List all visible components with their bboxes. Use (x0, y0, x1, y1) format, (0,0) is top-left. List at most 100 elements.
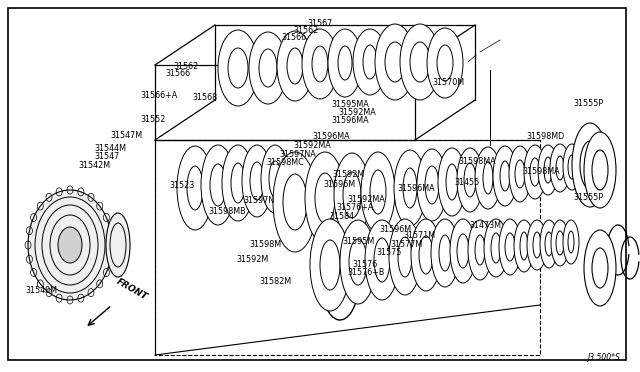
Text: 31598MC: 31598MC (266, 158, 303, 167)
Text: 31566: 31566 (165, 69, 191, 78)
Text: 31473M: 31473M (469, 221, 501, 230)
Ellipse shape (515, 160, 525, 188)
Text: 31598MA: 31598MA (522, 167, 559, 176)
Ellipse shape (592, 150, 608, 190)
Text: 31592M: 31592M (333, 170, 365, 179)
Ellipse shape (427, 28, 463, 98)
Text: 31542M: 31542M (79, 161, 111, 170)
Bar (155, 140, 540, 355)
Ellipse shape (509, 146, 531, 202)
Text: 31597NA: 31597NA (279, 150, 316, 159)
Text: 31596M: 31596M (323, 180, 355, 189)
Ellipse shape (417, 149, 447, 221)
Text: 31562: 31562 (293, 26, 319, 35)
Ellipse shape (538, 145, 558, 195)
Ellipse shape (551, 220, 569, 266)
Ellipse shape (568, 231, 574, 253)
Ellipse shape (563, 220, 579, 264)
Text: 31567: 31567 (307, 19, 333, 28)
Ellipse shape (505, 233, 515, 261)
Ellipse shape (363, 45, 377, 79)
Ellipse shape (328, 29, 362, 97)
Ellipse shape (277, 31, 313, 101)
Ellipse shape (580, 141, 600, 189)
Ellipse shape (544, 157, 552, 183)
Ellipse shape (400, 24, 440, 100)
Text: 31576+B: 31576+B (348, 268, 385, 277)
Ellipse shape (550, 144, 570, 192)
Text: 31575: 31575 (376, 248, 402, 257)
Ellipse shape (58, 227, 82, 263)
Ellipse shape (533, 232, 541, 258)
Ellipse shape (177, 146, 213, 230)
Ellipse shape (320, 240, 340, 290)
Ellipse shape (438, 148, 466, 216)
Ellipse shape (250, 162, 264, 200)
Text: 31598MB: 31598MB (209, 207, 246, 216)
Ellipse shape (514, 220, 534, 272)
Text: 31597N: 31597N (244, 196, 275, 205)
Ellipse shape (389, 219, 421, 295)
Ellipse shape (349, 239, 367, 285)
Ellipse shape (287, 48, 303, 84)
Text: 31555P: 31555P (573, 193, 604, 202)
Ellipse shape (302, 29, 338, 99)
Ellipse shape (343, 172, 361, 218)
Text: 31592MA: 31592MA (294, 141, 331, 150)
Ellipse shape (464, 163, 476, 197)
Text: J3 500*S: J3 500*S (587, 353, 620, 362)
Ellipse shape (437, 45, 453, 81)
Ellipse shape (312, 46, 328, 82)
Text: 31568: 31568 (192, 93, 218, 102)
Ellipse shape (365, 220, 399, 300)
Ellipse shape (493, 146, 517, 206)
Text: 31566: 31566 (282, 33, 307, 42)
Ellipse shape (370, 170, 386, 214)
Text: 31547M: 31547M (111, 131, 143, 140)
Text: 31547: 31547 (95, 152, 120, 161)
Ellipse shape (530, 158, 540, 186)
Ellipse shape (106, 213, 130, 277)
Ellipse shape (499, 219, 521, 275)
Ellipse shape (563, 144, 581, 190)
Ellipse shape (249, 32, 287, 104)
Text: 31555P: 31555P (573, 99, 604, 108)
Ellipse shape (411, 219, 441, 291)
Ellipse shape (403, 168, 417, 208)
Text: 31577M: 31577M (390, 240, 422, 249)
Ellipse shape (457, 234, 469, 268)
Ellipse shape (28, 190, 112, 300)
Text: 31570M: 31570M (432, 78, 464, 87)
Ellipse shape (340, 220, 376, 304)
Ellipse shape (572, 123, 608, 207)
Ellipse shape (394, 150, 426, 226)
Ellipse shape (475, 235, 485, 265)
Ellipse shape (446, 164, 458, 200)
Ellipse shape (500, 161, 510, 191)
Ellipse shape (556, 231, 564, 255)
Ellipse shape (540, 220, 558, 268)
Ellipse shape (259, 49, 277, 87)
Ellipse shape (361, 152, 395, 232)
Ellipse shape (439, 235, 451, 271)
Ellipse shape (269, 161, 281, 197)
Ellipse shape (419, 236, 433, 274)
Ellipse shape (457, 148, 483, 212)
Text: 31552: 31552 (141, 115, 166, 124)
Ellipse shape (201, 145, 235, 225)
Text: 31592M: 31592M (237, 255, 269, 264)
Ellipse shape (556, 156, 564, 180)
Text: 31584: 31584 (330, 212, 355, 221)
Text: 31562: 31562 (173, 62, 198, 71)
Ellipse shape (592, 248, 608, 288)
Ellipse shape (491, 233, 501, 263)
Ellipse shape (261, 145, 289, 213)
Ellipse shape (484, 219, 508, 277)
Text: FRONT: FRONT (115, 277, 149, 302)
Ellipse shape (218, 30, 258, 106)
Ellipse shape (231, 163, 245, 203)
Ellipse shape (385, 42, 405, 82)
Text: 31598MA: 31598MA (458, 157, 495, 166)
Text: 31596MA: 31596MA (397, 185, 435, 193)
Ellipse shape (187, 166, 203, 210)
